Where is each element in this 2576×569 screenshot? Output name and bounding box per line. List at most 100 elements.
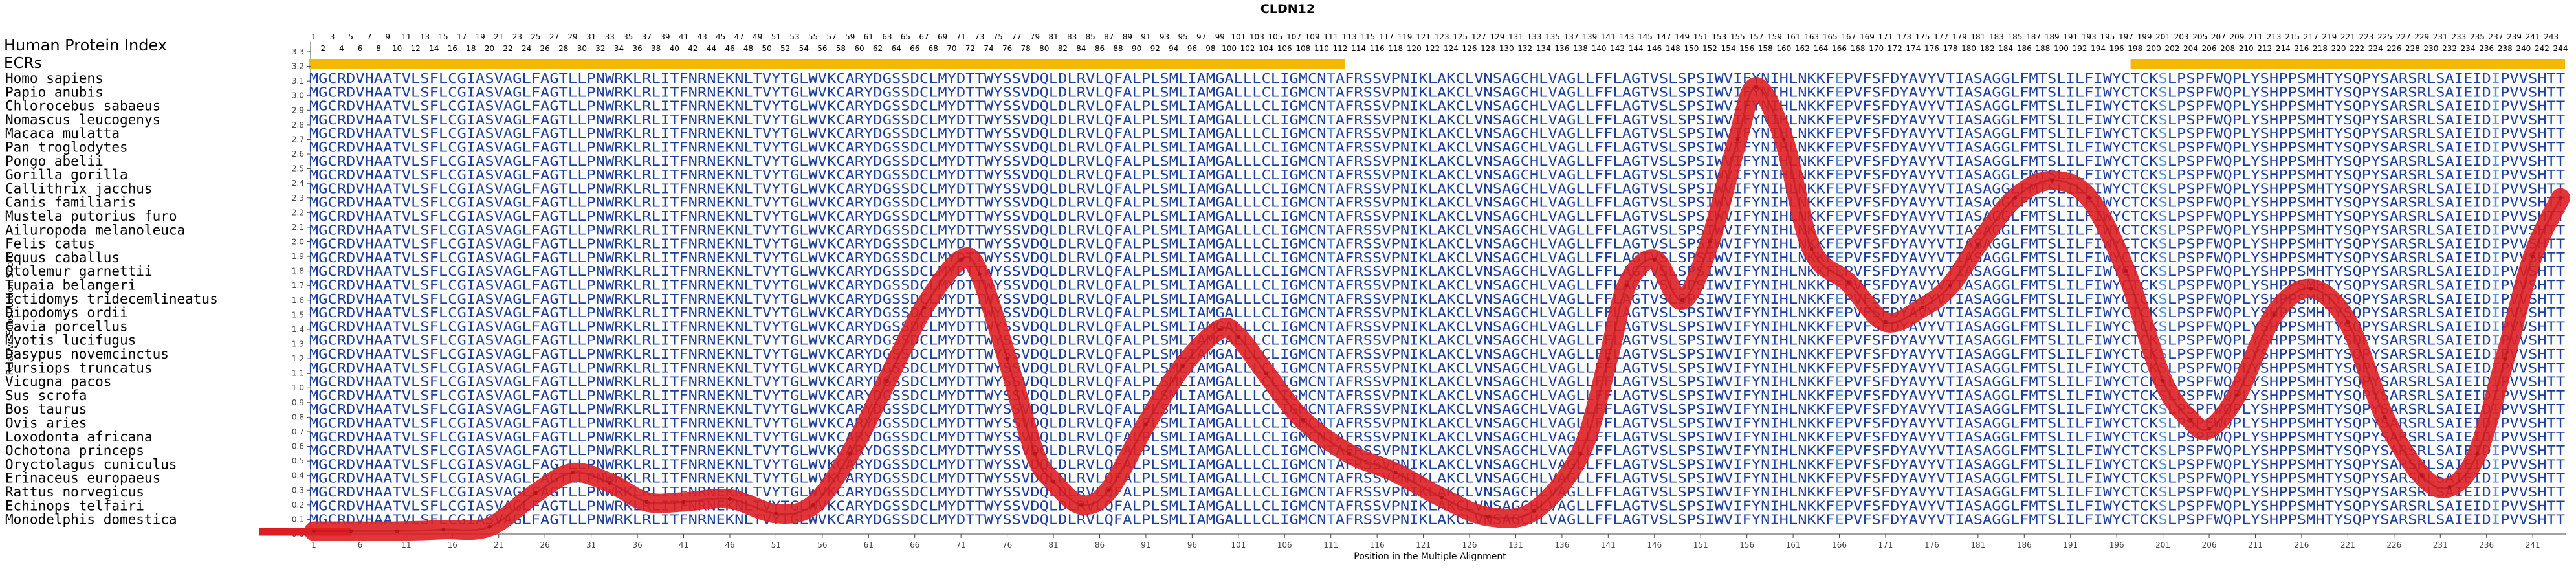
x-tick-label: 201 — [2155, 541, 2170, 550]
position-index-label: 108 — [1295, 44, 1310, 53]
position-index-label: 32 — [595, 44, 605, 53]
x-tick-label: 66 — [910, 541, 919, 550]
x-tick-label: 126 — [1462, 541, 1477, 550]
position-index-label: 182 — [1980, 44, 1995, 53]
position-index-label: 6 — [358, 44, 363, 53]
x-tick-label: 171 — [1878, 541, 1893, 550]
x-tick-label: 151 — [1693, 541, 1708, 550]
position-index-label: 237 — [2489, 32, 2504, 41]
position-index-label: 70 — [947, 44, 956, 53]
y-tick-label: 2.7 — [292, 135, 304, 144]
position-index-label: 130 — [1499, 44, 1514, 53]
position-index-label: 215 — [2285, 32, 2300, 41]
position-index-label: 229 — [2414, 32, 2429, 41]
position-index-label: 125 — [1453, 32, 1468, 41]
x-tick-label: 96 — [1187, 541, 1197, 550]
ecr-bar — [309, 59, 2565, 69]
position-index-label: 134 — [1536, 44, 1551, 53]
position-index-label: 160 — [1776, 44, 1791, 53]
position-index-label: 202 — [2164, 44, 2179, 53]
position-index-label: 231 — [2433, 32, 2448, 41]
position-index-label: 156 — [1739, 44, 1754, 53]
position-index-label: 87 — [1104, 32, 1114, 41]
position-index-label: 25 — [531, 32, 540, 41]
x-tick-label: 231 — [2433, 541, 2448, 550]
y-tick-label: 0.9 — [292, 398, 304, 407]
position-index-label: 40 — [670, 44, 679, 53]
position-index-label: 35 — [623, 32, 633, 41]
position-index-label: 222 — [2350, 44, 2364, 53]
position-index-label: 177 — [1933, 32, 1948, 41]
position-index-label: 124 — [1444, 44, 1459, 53]
position-index-label: 10 — [392, 44, 402, 53]
position-index-label: 218 — [2313, 44, 2328, 53]
y-tick-label: 3.1 — [292, 76, 304, 85]
position-index-label: 46 — [725, 44, 734, 53]
position-index-label: 192 — [2073, 44, 2087, 53]
position-index-label: 221 — [2340, 32, 2355, 41]
position-index-label: 74 — [984, 44, 993, 53]
x-axis-title: Position in the Multiple Alignment — [1354, 552, 1506, 562]
x-tick-label: 56 — [817, 541, 827, 550]
y-tick-label: 1.0 — [292, 383, 304, 392]
position-index-label: 69 — [938, 32, 947, 41]
position-index-label: 45 — [716, 32, 725, 41]
position-index-label: 154 — [1721, 44, 1736, 53]
y-tick-label: 1.8 — [292, 267, 304, 276]
x-tick-label: 31 — [586, 541, 596, 550]
x-tick-label: 156 — [1739, 541, 1754, 550]
x-tick-label: 146 — [1647, 541, 1662, 550]
position-index-label: 226 — [2386, 44, 2401, 53]
position-index-label: 64 — [892, 44, 901, 53]
position-index-label: 219 — [2322, 32, 2337, 41]
position-index-label: 36 — [632, 44, 642, 53]
y-tick-label: 2.4 — [292, 179, 304, 188]
position-index-label: 153 — [1712, 32, 1726, 41]
position-index-label: 38 — [651, 44, 661, 53]
x-tick-label: 61 — [864, 541, 874, 550]
position-index-label: 216 — [2294, 44, 2309, 53]
position-index-label: 115 — [1360, 32, 1375, 41]
x-tick-label: 206 — [2202, 541, 2217, 550]
position-index-label: 52 — [780, 44, 790, 53]
x-tick-label: 101 — [1231, 541, 1246, 550]
position-index-label: 50 — [762, 44, 771, 53]
y-tick-label: 3.2 — [292, 62, 304, 71]
position-index-label: 205 — [2192, 32, 2207, 41]
position-index-label: 79 — [1030, 32, 1040, 41]
position-index-label: 49 — [753, 32, 762, 41]
position-index-label: 165 — [1823, 32, 1838, 41]
position-index-label: 195 — [2100, 32, 2115, 41]
position-index-label: 23 — [512, 32, 522, 41]
position-index-label: 122 — [1425, 44, 1440, 53]
y-tick-label: 2.6 — [292, 150, 304, 159]
position-index-label: 107 — [1286, 32, 1301, 41]
position-index-label: 112 — [1333, 44, 1348, 53]
position-index-label: 180 — [1961, 44, 1976, 53]
position-index-label: 3 — [330, 32, 335, 41]
x-tick-label: 226 — [2386, 541, 2401, 550]
position-index-label: 20 — [485, 44, 494, 53]
position-index-label: 144 — [1629, 44, 1644, 53]
position-index-label: 116 — [1370, 44, 1385, 53]
ecr-segment — [2131, 59, 2566, 69]
y-tick-label: 3.3 — [292, 47, 304, 56]
position-index-label: 203 — [2174, 32, 2189, 41]
x-tick-label: 216 — [2294, 541, 2309, 550]
position-index-label: 82 — [1058, 44, 1068, 53]
position-index-label: 181 — [1970, 32, 1985, 41]
position-index-label: 193 — [2082, 32, 2097, 41]
y-tick-label: 3.0 — [292, 91, 304, 100]
x-tick-label: 211 — [2248, 541, 2263, 550]
position-index-label: 22 — [503, 44, 512, 53]
position-index-label: 58 — [836, 44, 846, 53]
position-index-label: 227 — [2396, 32, 2411, 41]
position-index-label: 178 — [1943, 44, 1958, 53]
position-index-label: 135 — [1545, 32, 1560, 41]
y-tick-label: 0.5 — [292, 456, 304, 465]
y-tick-label: 0.6 — [292, 442, 304, 451]
x-tick-label: 136 — [1554, 541, 1569, 550]
y-tick-label: 1.9 — [292, 252, 304, 261]
position-index-label: 121 — [1416, 32, 1431, 41]
